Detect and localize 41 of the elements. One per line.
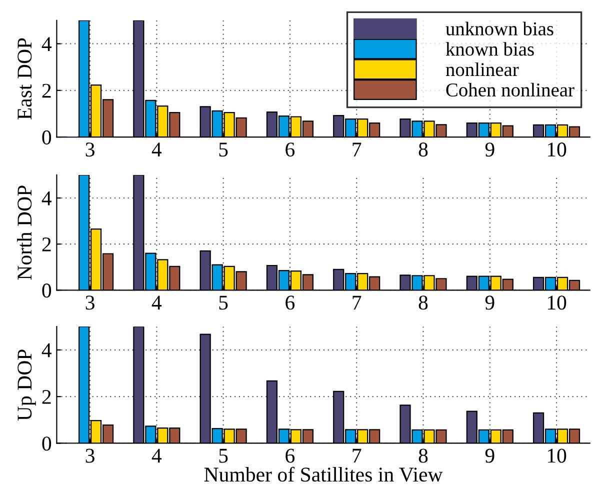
legend-label: Cohen nonlinear: [446, 82, 574, 97]
y-axis-title: East DOP: [18, 38, 32, 120]
x-tick-label: 6: [286, 296, 295, 310]
y-axis-title: Up DOP: [18, 350, 36, 421]
y-tick-label: 2: [42, 84, 51, 98]
x-tick-label: 8: [418, 296, 428, 310]
x-tick-label: 5: [219, 142, 228, 157]
x-tick-label: 8: [418, 448, 428, 463]
legend-label: nonlinear: [446, 62, 519, 76]
y-tick-label: 4: [42, 192, 52, 206]
x-tick-label: 5: [219, 448, 228, 463]
x-tick-label: 6: [286, 448, 295, 463]
x-tick-label: 9: [485, 448, 494, 463]
x-tick-label: 10: [548, 296, 566, 310]
y-axis-title: North DOP: [16, 186, 32, 280]
x-tick-label: 4: [152, 296, 162, 310]
x-tick-label: 9: [485, 142, 494, 157]
x-tick-label: 9: [485, 296, 494, 310]
x-tick-label: 10: [548, 448, 566, 463]
y-tick-label: 4: [42, 37, 52, 51]
y-tick-label: 0: [42, 436, 52, 451]
legend-label: unknown bias: [446, 22, 554, 36]
y-tick-label: 4: [42, 343, 52, 358]
y-tick-label: 0: [42, 284, 52, 298]
x-tick-label: 4: [152, 448, 162, 463]
x-tick-label: 7: [352, 448, 362, 463]
y-tick-label: 0: [42, 130, 52, 144]
legend-label: known bias: [446, 42, 534, 56]
x-tick-label: 3: [86, 448, 94, 463]
x-tick-label: 4: [152, 142, 162, 156]
x-tick-label: 5: [219, 296, 228, 310]
y-tick-label: 2: [42, 390, 51, 404]
y-tick-label: 2: [42, 238, 51, 252]
x-tick-label: 7: [352, 142, 362, 156]
x-tick-label: 8: [418, 142, 428, 157]
x-tick-label: 3: [86, 142, 94, 157]
x-tick-label: 7: [352, 296, 362, 310]
x-tick-label: 3: [86, 296, 94, 310]
x-axis-title: Number of Satillites in View: [204, 466, 443, 482]
x-tick-label: 6: [286, 142, 295, 157]
x-tick-label: 10: [548, 142, 566, 157]
